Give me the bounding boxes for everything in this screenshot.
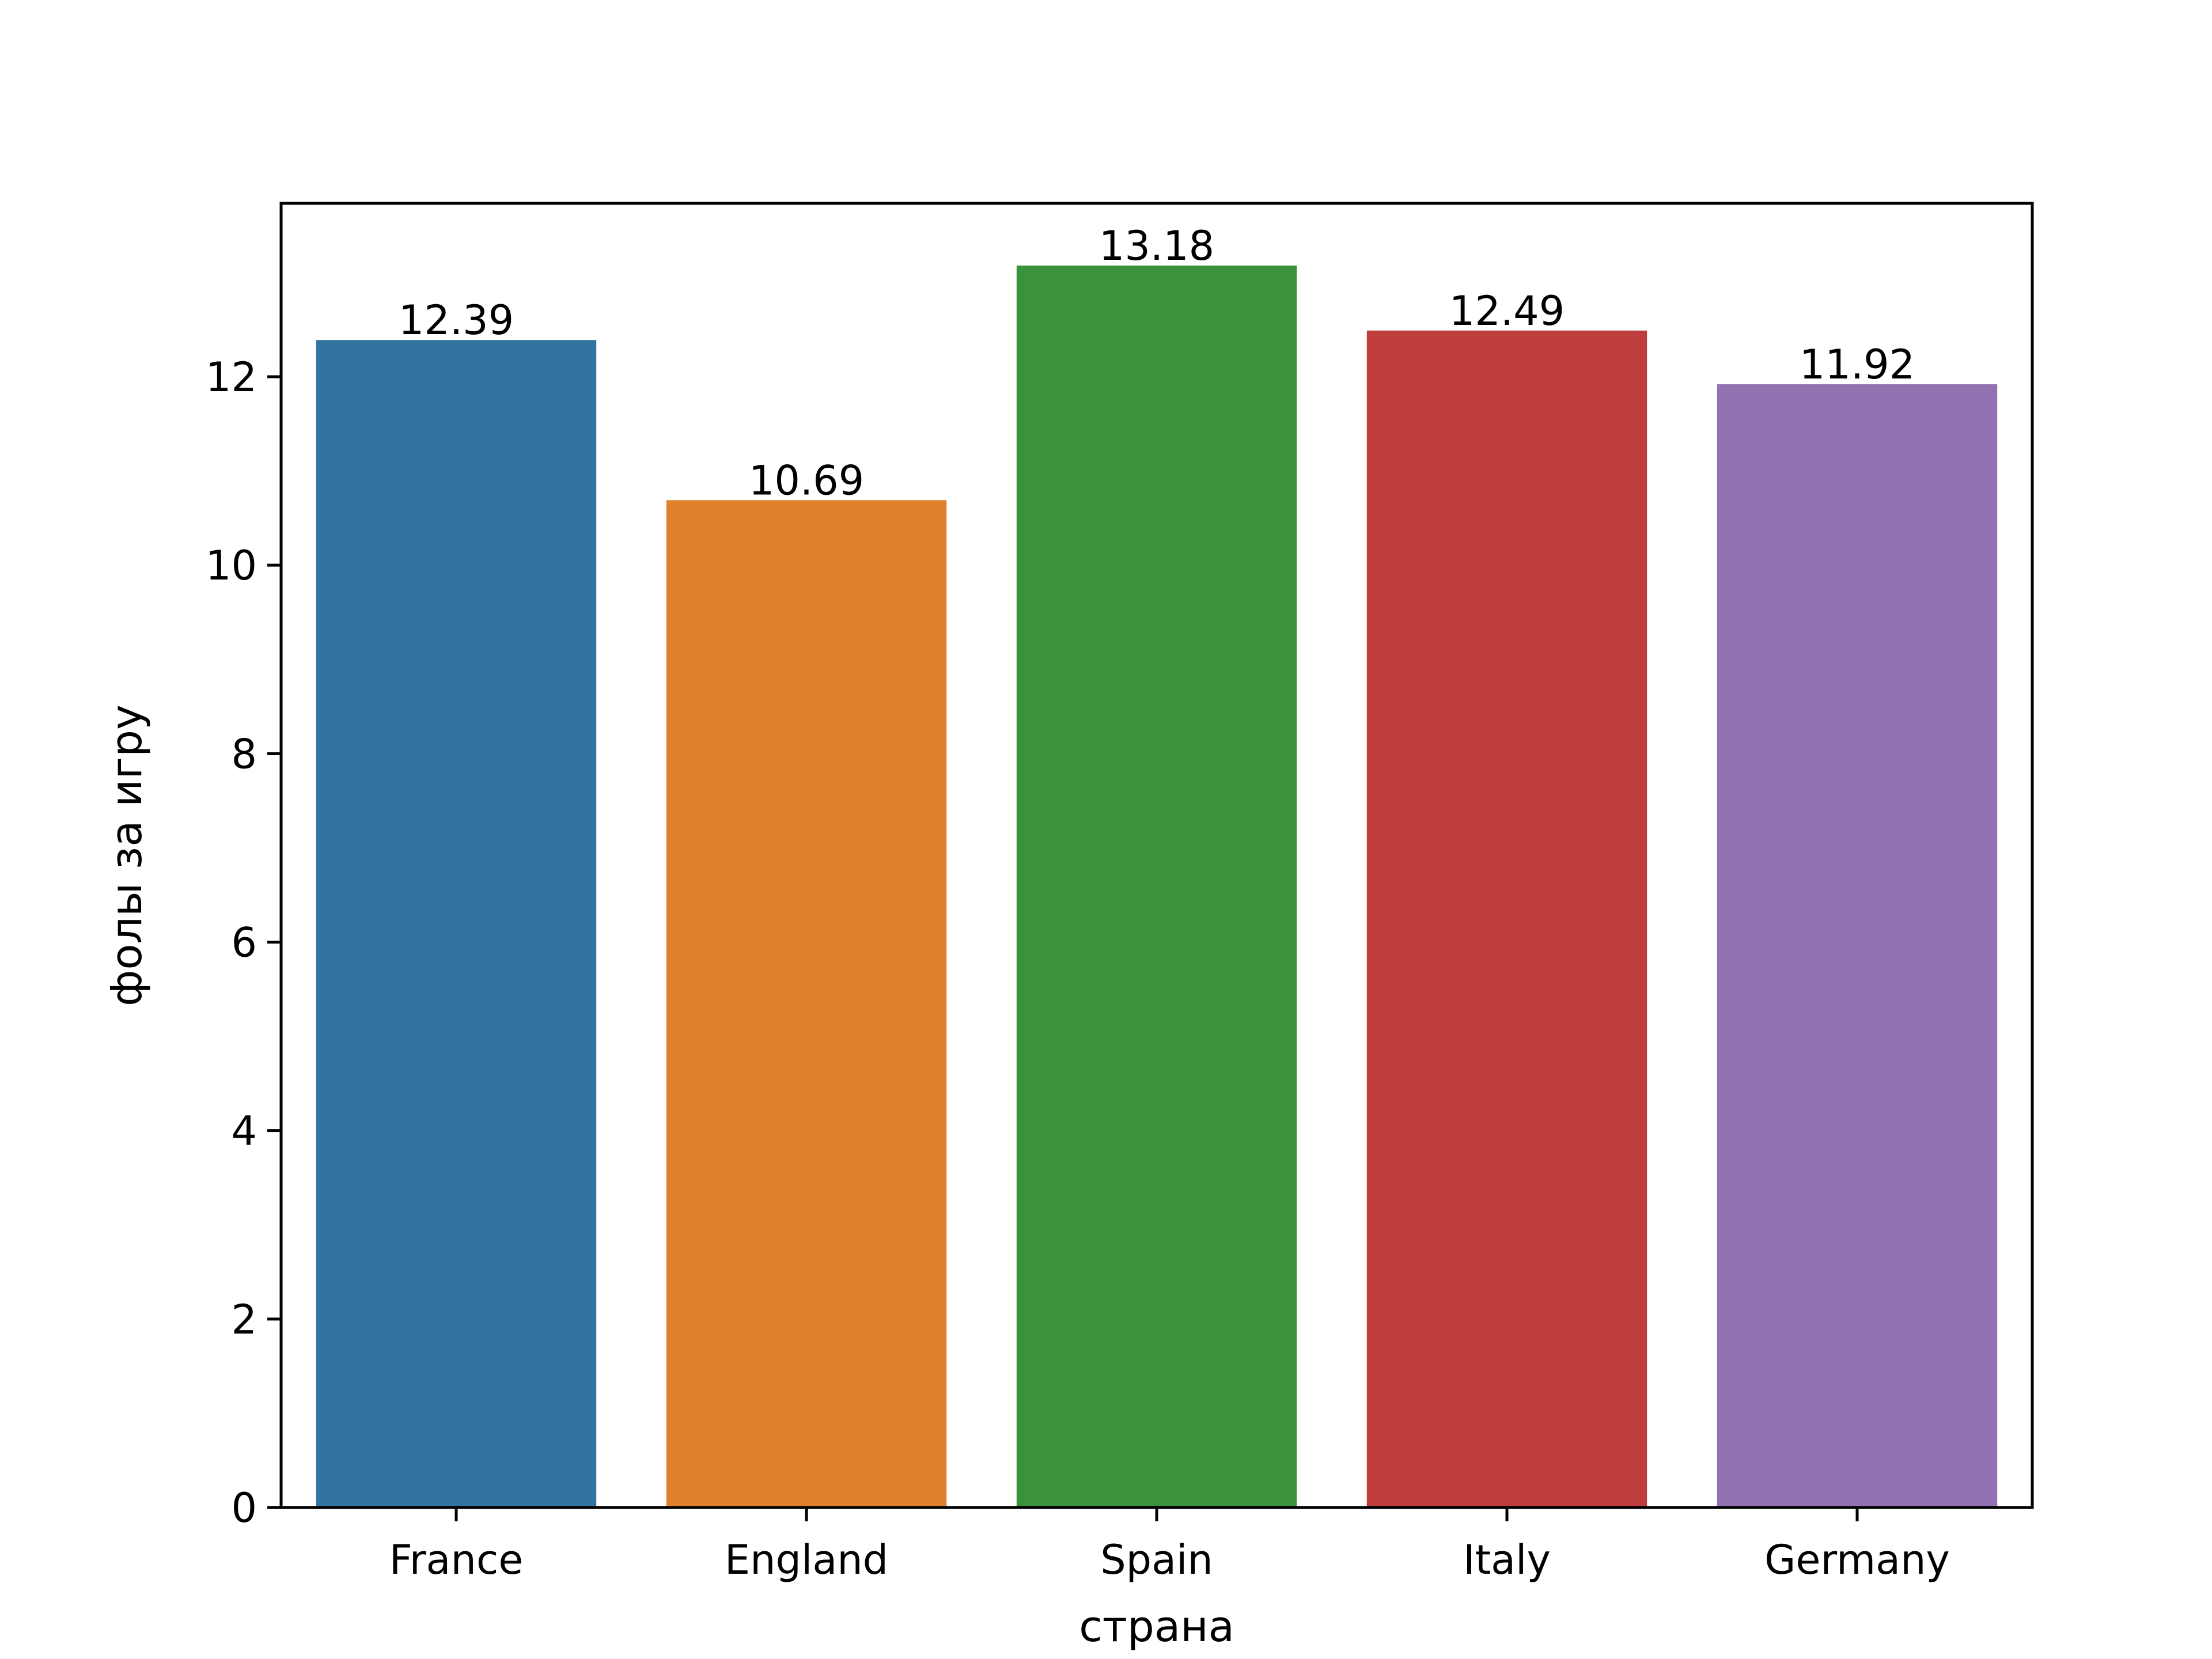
x-tick-label-germany: Germany xyxy=(1764,1536,1950,1584)
bar-value-label-italy: 12.49 xyxy=(1449,287,1565,335)
bar-value-label-germany: 11.92 xyxy=(1800,341,1915,388)
bar-labels-group: 12.39 10.69 13.18 12.49 11.92 xyxy=(399,222,1915,504)
y-tick-label-4: 4 xyxy=(231,1108,257,1155)
y-tick-label-10: 10 xyxy=(206,542,257,589)
y-axis-title: фолы за игру xyxy=(102,704,151,1006)
x-tick-label-england: England xyxy=(725,1536,888,1584)
x-tick-label-spain: Spain xyxy=(1100,1536,1213,1584)
plot-frame xyxy=(279,202,2034,1509)
bar-england xyxy=(666,500,947,1508)
bar-italy xyxy=(1366,330,1647,1508)
bar-france xyxy=(316,340,597,1508)
y-tick-label-8: 8 xyxy=(231,730,257,778)
y-tick-label-6: 6 xyxy=(231,919,257,966)
x-axis: France England Spain Italy Germany xyxy=(389,1508,1950,1584)
y-axis: 0 2 4 6 8 10 12 xyxy=(206,354,281,1532)
y-tick-label-0: 0 xyxy=(231,1484,257,1532)
x-tick-label-france: France xyxy=(389,1536,524,1584)
bar-value-label-france: 12.39 xyxy=(399,297,514,344)
bar-value-label-england: 10.69 xyxy=(749,457,864,504)
x-axis-title: страна xyxy=(1079,1602,1234,1652)
y-tick-label-12: 12 xyxy=(206,354,257,401)
x-tick-label-italy: Italy xyxy=(1463,1536,1551,1584)
bars-group xyxy=(316,265,1998,1508)
bar-value-label-spain: 13.18 xyxy=(1099,222,1214,270)
bar-germany xyxy=(1717,384,1998,1508)
y-tick-label-2: 2 xyxy=(231,1296,257,1343)
bar-spain xyxy=(1016,265,1297,1508)
